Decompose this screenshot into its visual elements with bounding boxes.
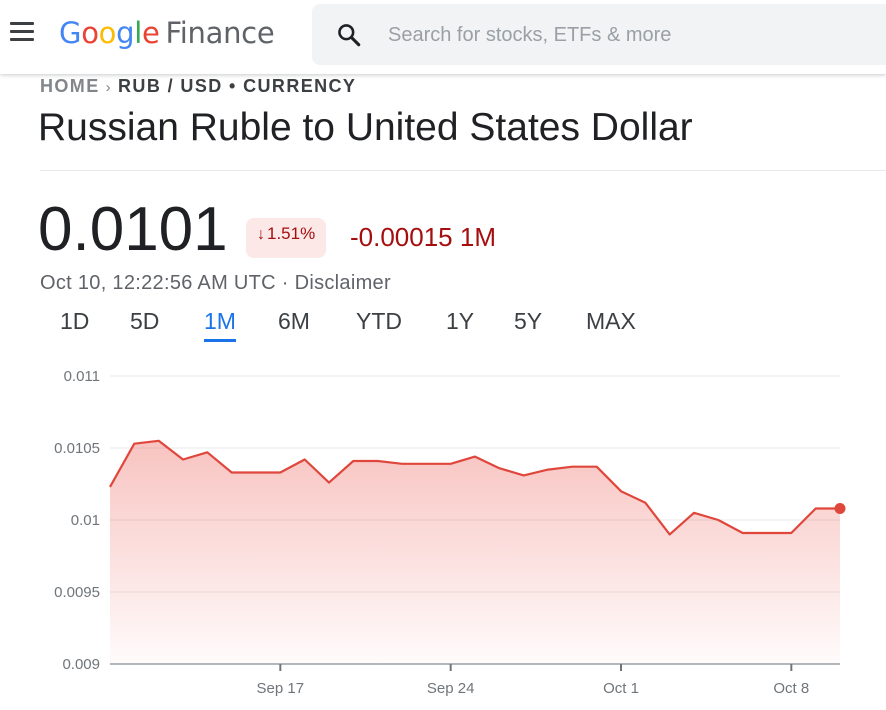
data-point: [496, 465, 502, 471]
data-point: [156, 438, 162, 444]
tab-1m[interactable]: 1M: [204, 308, 236, 342]
current-price-dot: [834, 502, 846, 514]
y-tick-label: 0.009: [62, 656, 100, 673]
data-point: [691, 510, 697, 516]
data-point: [326, 480, 332, 486]
x-tick-label: Oct 8: [773, 680, 809, 697]
data-point: [131, 441, 137, 447]
data-point: [302, 457, 308, 463]
data-point: [521, 472, 527, 478]
search-input[interactable]: [386, 20, 870, 50]
breadcrumb-current: RUB / USD • CURRENCY: [118, 76, 357, 96]
x-tick-label: Oct 1: [603, 680, 639, 697]
y-tick-label: 0.01: [71, 512, 100, 529]
hamburger-menu-icon[interactable]: [10, 22, 36, 46]
tab-ytd[interactable]: YTD: [356, 308, 402, 334]
tab-1d[interactable]: 1D: [60, 308, 90, 334]
search-icon[interactable]: [336, 22, 362, 48]
google-finance-logo[interactable]: Google Finance: [59, 16, 275, 50]
data-point: [618, 488, 624, 494]
data-point: [423, 461, 429, 467]
change-absolute: -0.00015 1M: [350, 222, 496, 252]
data-point: [813, 505, 819, 511]
data-point: [399, 461, 405, 467]
divider: [40, 170, 886, 171]
disclaimer-link[interactable]: Disclaimer: [294, 272, 391, 294]
breadcrumb: HOME › RUB / USD • CURRENCY: [40, 76, 356, 97]
arrow-down-icon: ↓: [257, 226, 265, 243]
change-percent-badge: ↓ 1.51%: [246, 218, 327, 258]
tab-1y[interactable]: 1Y: [446, 308, 475, 334]
data-point: [667, 531, 673, 537]
change-percent: 1.51%: [267, 224, 316, 243]
breadcrumb-home-link[interactable]: HOME: [40, 76, 100, 96]
tab-5y[interactable]: 5Y: [514, 308, 543, 334]
y-tick-label: 0.0095: [54, 584, 100, 601]
price-chart[interactable]: 0.011 0.0105 0.01 0.0095 0.009 Sep 17 Sep 24 O…: [0, 360, 886, 710]
data-point: [569, 464, 575, 470]
data-point: [375, 458, 381, 464]
data-point: [594, 464, 600, 470]
breadcrumb-chevron-icon: ›: [105, 79, 113, 96]
tab-max[interactable]: MAX: [586, 308, 636, 334]
data-point: [107, 484, 113, 490]
price-line: [109, 439, 840, 536]
data-point: [788, 530, 794, 536]
data-point: [277, 469, 283, 475]
data-point: [350, 458, 356, 464]
top-app-bar: Google Finance: [0, 0, 886, 74]
y-tick-label: 0.0105: [54, 440, 100, 457]
price-area-fill: [110, 440, 840, 664]
data-point: [229, 469, 235, 475]
search-box[interactable]: [312, 4, 886, 65]
tab-6m[interactable]: 6M: [278, 308, 310, 334]
data-point: [715, 517, 721, 523]
tab-5d[interactable]: 5D: [130, 308, 160, 334]
x-tick-label: Sep 24: [427, 680, 475, 697]
data-point: [472, 454, 478, 460]
data-point: [204, 449, 210, 455]
data-point: [448, 461, 454, 467]
current-price: 0.0101: [38, 195, 228, 264]
timestamp-separator: ·: [275, 272, 295, 294]
data-point: [740, 530, 746, 536]
quote-timestamp: Oct 10, 12:22:56 AM UTC · Disclaimer: [40, 272, 391, 295]
data-point: [642, 500, 648, 506]
data-point: [764, 530, 770, 536]
data-point: [545, 467, 551, 473]
y-tick-label: 0.011: [64, 368, 100, 385]
logo-product-name: Finance: [165, 16, 275, 50]
x-tick-label: Sep 17: [257, 680, 305, 697]
timestamp-text: Oct 10, 12:22:56 AM UTC: [40, 272, 276, 294]
data-point: [253, 469, 259, 475]
data-point: [180, 457, 186, 463]
page-title: Russian Ruble to United States Dollar: [38, 106, 693, 149]
